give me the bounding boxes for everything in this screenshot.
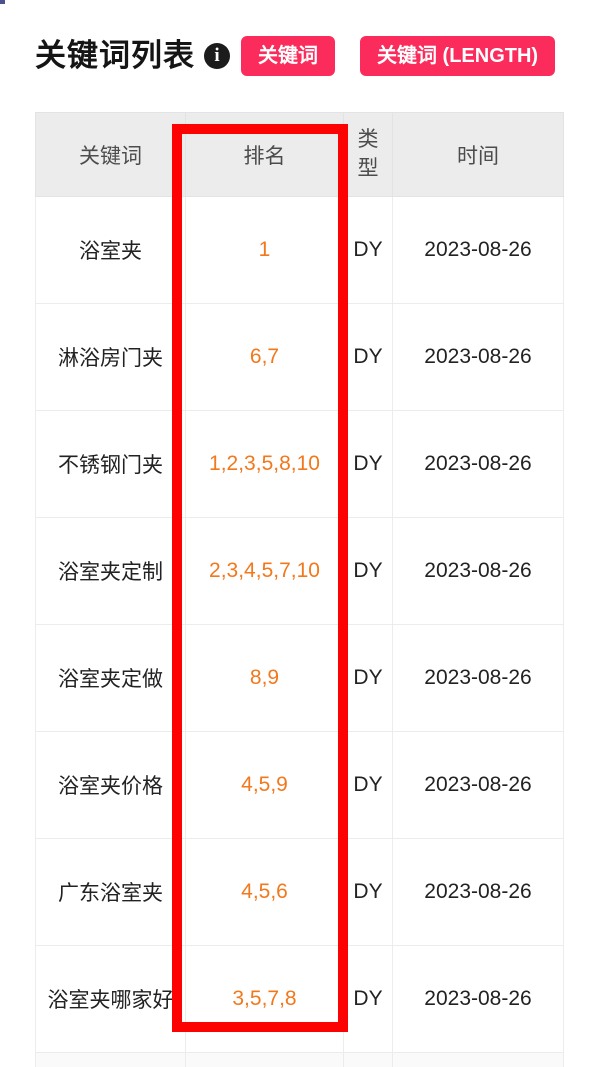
table-row: 淋浴房门夹 6,7 DY 2023-08-26 <box>35 303 564 411</box>
keyword-button[interactable]: 关键词 <box>241 36 335 76</box>
type-cell: DY <box>343 731 393 839</box>
table-row: 浴室夹哪家好 3,5,7,8 DY 2023-08-26 <box>35 945 564 1053</box>
info-icon[interactable]: i <box>204 43 230 69</box>
rank-cell: 8,9 <box>185 624 344 732</box>
table-row: 浴室夹定制 2,3,4,5,7,10 DY 2023-08-26 <box>35 517 564 625</box>
empty-cell <box>35 1052 186 1067</box>
date-cell: 2023-08-26 <box>392 731 564 839</box>
keyword-cell: 淋浴房门夹 <box>35 303 186 411</box>
table-row-partial <box>35 1052 564 1067</box>
keyword-cell: 浴室夹定制 <box>35 517 186 625</box>
type-cell: DY <box>343 196 393 304</box>
keyword-table-body: 浴室夹 1 DY 2023-08-26 淋浴房门夹 6,7 DY 2023-08-26 不锈钢门… <box>35 196 564 1067</box>
rank-cell: 3,5,7,8 <box>185 945 344 1053</box>
table-header-row: 关键词 排名 类型 时间 <box>35 112 564 197</box>
type-cell: DY <box>343 303 393 411</box>
type-cell: DY <box>343 410 393 518</box>
keyword-cell: 浴室夹价格 <box>35 731 186 839</box>
rank-cell: 6,7 <box>185 303 344 411</box>
header-type: 类型 <box>343 112 393 197</box>
empty-cell <box>185 1052 344 1067</box>
date-cell: 2023-08-26 <box>392 624 564 732</box>
rank-cell: 4,5,9 <box>185 731 344 839</box>
rank-cell: 4,5,6 <box>185 838 344 946</box>
type-cell: DY <box>343 624 393 732</box>
page-header: 关键词列表 i 关键词 关键词 (LENGTH) <box>35 36 556 76</box>
date-cell: 2023-08-26 <box>392 410 564 518</box>
rank-cell: 1 <box>185 196 344 304</box>
table-row: 浴室夹定做 8,9 DY 2023-08-26 <box>35 624 564 732</box>
keyword-cell: 广东浴室夹 <box>35 838 186 946</box>
keyword-table: 关键词 排名 类型 时间 浴室夹 1 DY 2023-08-26 淋浴房门夹 6,7 DY 2… <box>35 112 564 1067</box>
screen-corner-artifact <box>0 0 5 4</box>
table-row: 不锈钢门夹 1,2,3,5,8,10 DY 2023-08-26 <box>35 410 564 518</box>
table-row: 浴室夹 1 DY 2023-08-26 <box>35 196 564 304</box>
rank-cell: 1,2,3,5,8,10 <box>185 410 344 518</box>
header-rank: 排名 <box>185 112 344 197</box>
date-cell: 2023-08-26 <box>392 838 564 946</box>
table-row: 浴室夹价格 4,5,9 DY 2023-08-26 <box>35 731 564 839</box>
keyword-cell: 浴室夹 <box>35 196 186 304</box>
type-cell: DY <box>343 945 393 1053</box>
empty-cell <box>343 1052 393 1067</box>
rank-cell: 2,3,4,5,7,10 <box>185 517 344 625</box>
keyword-cell: 不锈钢门夹 <box>35 410 186 518</box>
date-cell: 2023-08-26 <box>392 196 564 304</box>
page-title: 关键词列表 <box>35 38 195 74</box>
date-cell: 2023-08-26 <box>392 517 564 625</box>
header-time: 时间 <box>392 112 564 197</box>
keyword-cell: 浴室夹哪家好 <box>35 945 186 1053</box>
empty-cell <box>392 1052 564 1067</box>
keyword-cell: 浴室夹定做 <box>35 624 186 732</box>
header-keyword: 关键词 <box>35 112 186 197</box>
type-cell: DY <box>343 838 393 946</box>
date-cell: 2023-08-26 <box>392 303 564 411</box>
table-row: 广东浴室夹 4,5,6 DY 2023-08-26 <box>35 838 564 946</box>
keyword-length-button[interactable]: 关键词 (LENGTH) <box>360 36 556 76</box>
date-cell: 2023-08-26 <box>392 945 564 1053</box>
type-cell: DY <box>343 517 393 625</box>
